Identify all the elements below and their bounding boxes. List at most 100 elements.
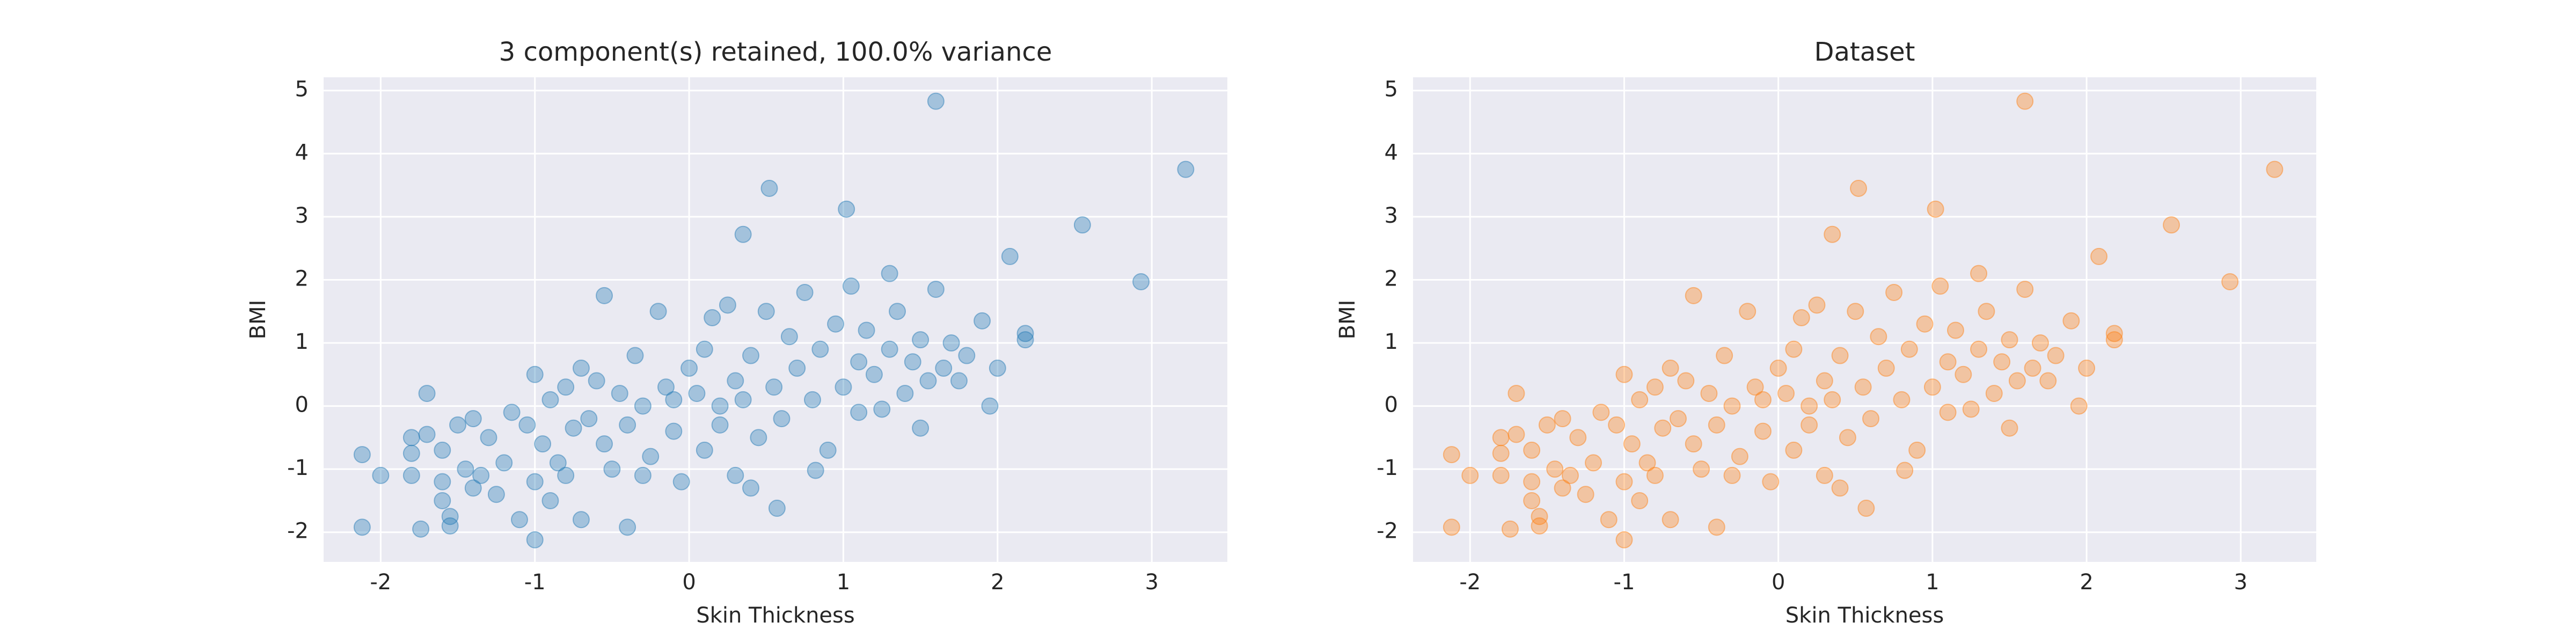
point [704, 309, 721, 326]
x-tick-label: 1 [837, 570, 850, 595]
point [842, 277, 860, 295]
point [1816, 466, 1833, 484]
x-tick-label: 3 [1145, 570, 1158, 595]
point [912, 419, 930, 437]
point [626, 347, 644, 364]
point [1885, 283, 1903, 301]
point [1946, 321, 1964, 339]
point [734, 391, 752, 408]
point [1769, 360, 1787, 377]
point [1985, 385, 2003, 402]
point [541, 391, 559, 408]
point [1731, 448, 1748, 465]
point [1461, 466, 1479, 484]
point [1993, 353, 2011, 371]
y-tick-label: 5 [295, 77, 309, 102]
point [1831, 479, 1849, 497]
point [803, 391, 821, 408]
x-axis-label: Skin Thickness [1785, 603, 1944, 628]
point [1507, 385, 1525, 402]
point [1801, 397, 1818, 415]
point [950, 372, 968, 390]
x-tick-label: 0 [682, 570, 696, 595]
point [1016, 331, 1034, 349]
point [711, 397, 729, 415]
point [734, 225, 752, 243]
point [2039, 372, 2057, 390]
point [402, 466, 420, 484]
y-tick-label: 5 [1385, 77, 1398, 102]
point [1507, 426, 1525, 443]
point [1739, 303, 1757, 320]
point [1492, 466, 1510, 484]
point [1792, 309, 1810, 326]
point [580, 410, 598, 428]
point [472, 466, 490, 484]
point [588, 372, 605, 390]
y-tick-label: 0 [295, 393, 309, 418]
point [1646, 466, 1664, 484]
point [711, 416, 729, 434]
point [1669, 410, 1687, 428]
y-tick-label: 3 [1385, 203, 1398, 228]
y-axis-label: BMI [246, 300, 270, 340]
point [2031, 334, 2049, 352]
point [526, 365, 544, 383]
point [850, 404, 868, 421]
x-tick-label: 2 [2080, 570, 2093, 595]
point [572, 360, 590, 377]
point [526, 473, 544, 491]
point [1962, 400, 1980, 418]
point [1615, 531, 1633, 548]
point [449, 416, 467, 434]
point [881, 340, 898, 358]
point [619, 518, 636, 536]
point [935, 360, 953, 377]
chart-title: Dataset [1814, 37, 1915, 67]
point [534, 435, 552, 453]
point [510, 511, 528, 529]
point [1816, 372, 1833, 390]
point [1785, 340, 1803, 358]
point [1896, 462, 1914, 479]
point [1531, 508, 1548, 525]
point [1600, 511, 1618, 529]
point [1132, 273, 1150, 290]
point [1638, 454, 1656, 472]
point [1777, 385, 1795, 402]
x-tick-label: 0 [1772, 570, 1785, 595]
point [742, 479, 760, 497]
point [1854, 378, 1872, 396]
point [434, 441, 451, 459]
point [688, 385, 706, 402]
y-tick-label: -2 [1377, 519, 1398, 544]
point [942, 334, 960, 352]
point [2105, 331, 2123, 349]
point [557, 378, 575, 396]
point [1073, 216, 1091, 234]
point [760, 179, 778, 197]
point [1585, 454, 1602, 472]
point [1931, 277, 1949, 295]
point [865, 365, 883, 383]
point [1001, 247, 1019, 265]
point [1523, 492, 1541, 509]
point [1723, 466, 1741, 484]
point [727, 466, 744, 484]
point [1615, 473, 1633, 491]
point [657, 378, 675, 396]
x-tick-label: 1 [1926, 570, 1939, 595]
point [742, 347, 760, 364]
point [665, 422, 683, 440]
point [819, 441, 837, 459]
point [565, 419, 582, 437]
point [402, 429, 420, 447]
point [1801, 416, 1818, 434]
y-tick-label: 0 [1385, 393, 1398, 418]
point [927, 281, 945, 298]
point [1716, 347, 1733, 364]
point [727, 372, 744, 390]
y-tick-label: 2 [295, 266, 309, 291]
x-tick-label: -1 [524, 570, 546, 595]
